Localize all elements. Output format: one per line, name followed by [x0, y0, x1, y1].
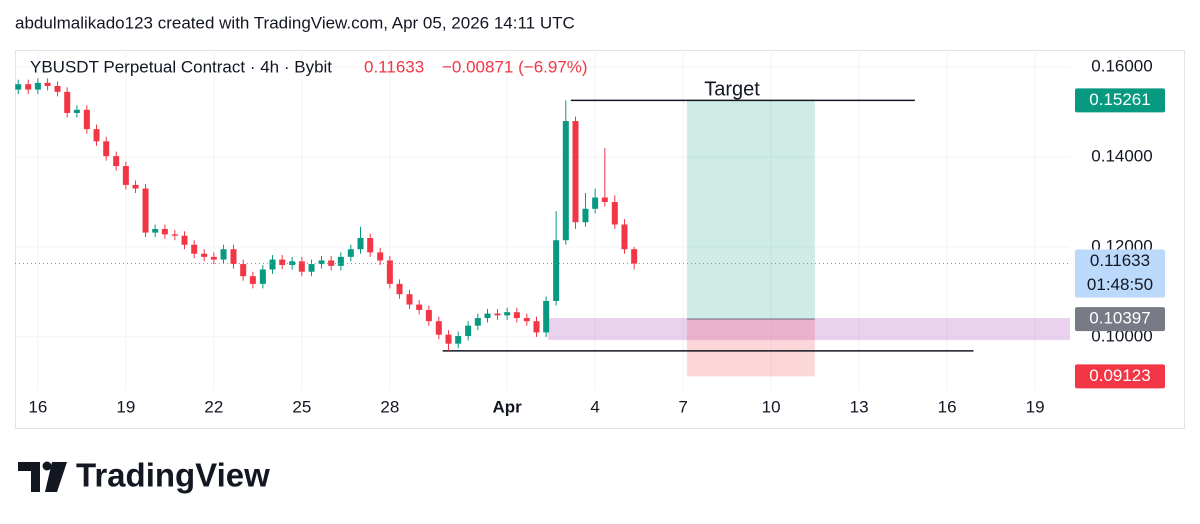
- candle-body: [34, 82, 41, 90]
- candle-body: [259, 269, 266, 284]
- price-badge: [1075, 88, 1165, 113]
- candle-body: [523, 318, 530, 322]
- x-tick-label: 19: [1026, 397, 1045, 416]
- candle-body: [191, 244, 198, 254]
- candle-body: [161, 228, 168, 235]
- x-tick-label: 28: [380, 397, 399, 416]
- x-tick-label: 10: [762, 397, 781, 416]
- candle-body: [474, 318, 481, 326]
- candle-body: [122, 166, 129, 185]
- candle-body: [621, 224, 628, 250]
- candle-body: [93, 129, 100, 142]
- candle-body: [513, 312, 520, 319]
- x-tick-label: Apr: [493, 397, 523, 416]
- header: abdulmalikado123 created with TradingVie…: [15, 13, 575, 32]
- candle-body: [142, 188, 149, 233]
- candle-body: [465, 325, 472, 337]
- candle-body: [494, 313, 501, 316]
- candle-body: [289, 261, 296, 265]
- x-tick-label: 16: [938, 397, 957, 416]
- candle-body: [298, 261, 305, 272]
- candle-body: [44, 82, 51, 86]
- legend-price: 0.11633: [364, 57, 424, 76]
- x-tick-label: 4: [590, 397, 599, 416]
- candle-body: [201, 253, 208, 257]
- y-tick-label: 0.14000: [1091, 147, 1152, 166]
- candle-body: [132, 184, 139, 189]
- candle-body: [445, 334, 452, 344]
- candle-body: [210, 256, 217, 260]
- candle-body: [54, 85, 61, 92]
- x-tick-label: 25: [292, 397, 311, 416]
- candle-body: [611, 202, 618, 225]
- x-tick-label: 16: [28, 397, 47, 416]
- candle-body: [103, 141, 110, 157]
- price-badge-label: 0.10397: [1089, 309, 1150, 328]
- candle-body: [367, 237, 374, 253]
- candle-body: [279, 259, 286, 265]
- candle-body: [377, 252, 384, 261]
- countdown: 01:48:50: [1087, 275, 1153, 294]
- price-badge-label: 0.11633: [1090, 251, 1150, 270]
- candle-body: [631, 249, 638, 264]
- candle-body: [406, 294, 413, 305]
- candle-body: [347, 249, 354, 257]
- legend-change: −0.00871 (−6.97%): [442, 57, 588, 76]
- candle-body: [416, 304, 423, 310]
- candle-body: [572, 121, 579, 223]
- candle-body: [562, 121, 569, 241]
- candle-body: [601, 197, 608, 203]
- price-badge-label: 0.09123: [1089, 366, 1150, 385]
- candle-body: [73, 109, 80, 113]
- candle-body: [171, 234, 178, 236]
- logo-icon: [18, 461, 67, 492]
- candle-body: [269, 259, 276, 270]
- candle-body: [504, 312, 511, 316]
- price-badge: [1075, 364, 1165, 389]
- candle-body: [533, 321, 540, 333]
- price-badge-label: 0.15261: [1089, 90, 1150, 109]
- candle-body: [592, 197, 599, 209]
- candle-body: [318, 260, 325, 265]
- frame: [15, 50, 1185, 429]
- candle-body: [308, 264, 315, 272]
- candle-body: [152, 228, 159, 233]
- candle-body: [15, 84, 22, 90]
- zone: [548, 318, 1070, 341]
- price-badge: [1075, 249, 1165, 298]
- candle-body: [240, 264, 247, 277]
- candle-body: [435, 321, 442, 335]
- candle-body: [337, 256, 344, 266]
- candle-body: [357, 237, 364, 250]
- candle-body: [425, 309, 432, 322]
- x-tick-label: 13: [850, 397, 869, 416]
- x-tick-label: 7: [678, 397, 687, 416]
- candle-body: [396, 283, 403, 295]
- y-tick-label: 0.16000: [1091, 57, 1152, 76]
- candle-body: [181, 235, 188, 245]
- candle-body: [64, 91, 71, 113]
- candle-body: [83, 109, 90, 130]
- candle-body: [220, 249, 227, 260]
- candle-body: [543, 300, 550, 333]
- legend-title: YBUSDT Perpetual Contract · 4h · Bybit: [30, 57, 332, 76]
- logo-text: TradingView: [76, 457, 270, 494]
- candle-body: [455, 336, 462, 344]
- stop-area: [686, 319, 815, 377]
- candle-body: [230, 249, 237, 265]
- candle-body: [386, 260, 393, 284]
- y-tick-label: 0.10000: [1091, 326, 1152, 345]
- candle-body: [25, 84, 32, 90]
- price-badge: [1075, 307, 1165, 332]
- target-area: [686, 100, 815, 320]
- candle-body: [582, 208, 589, 223]
- candle-body: [113, 156, 120, 167]
- x-tick-label: 19: [116, 397, 135, 416]
- x-tick-label: 22: [204, 397, 223, 416]
- candle-body: [484, 313, 491, 319]
- candle-body: [553, 240, 560, 301]
- candle-body: [249, 276, 256, 284]
- annotation: Target: [704, 78, 760, 100]
